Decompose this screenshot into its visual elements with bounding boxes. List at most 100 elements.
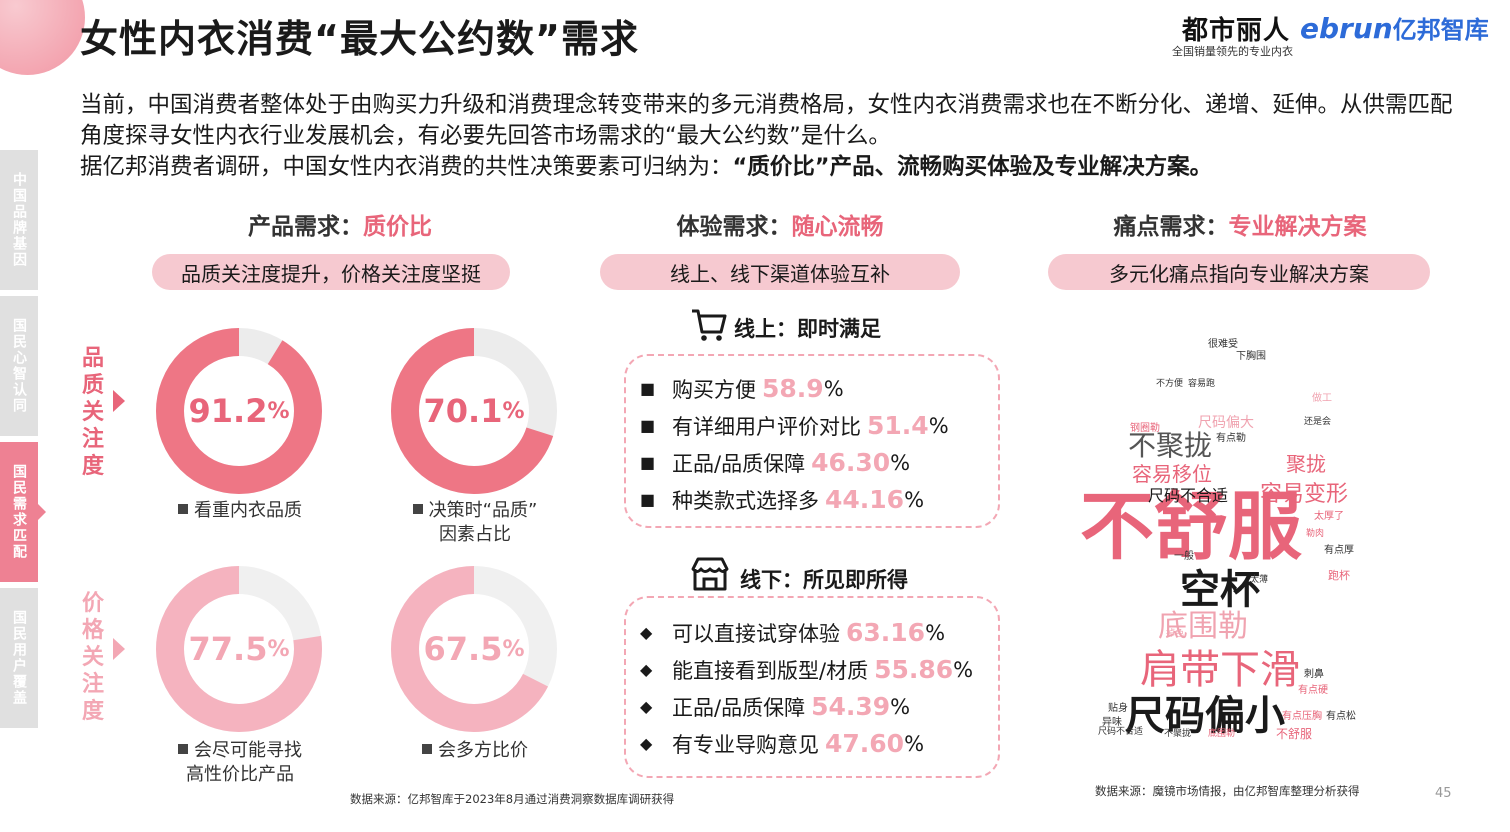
legend-square-icon xyxy=(178,744,188,754)
brand-ebrun-en: ebrun xyxy=(1300,12,1393,45)
word-cloud-term: 底围勒 xyxy=(1208,729,1236,739)
offline-stat-item: ◆ 正品/品质保障 54.39% xyxy=(640,688,973,725)
source-note-left: 数据来源：亿邦智库于2023年8月通过消费洞察数据库调研获得 xyxy=(350,792,675,806)
square-bullet-icon: ■ xyxy=(640,379,656,398)
donut-value-arc xyxy=(391,566,557,732)
word-cloud-term: 不聚拢 xyxy=(1164,729,1192,739)
offline-stats-list: ◆ 可以直接试穿体验 63.16% ◆ 能直接看到版型/材质 55.86% ◆ 正品/… xyxy=(640,614,973,762)
word-cloud-term: 有点硬 xyxy=(1298,685,1328,696)
offline-heading: 线下：所见即所得 xyxy=(740,568,908,592)
square-bullet-icon: ■ xyxy=(640,453,656,472)
online-stats-box: ■ 购买方便 58.9% ■ 有详细用户评价对比 51.4% ■ 正品/品质保障 46… xyxy=(624,354,1000,528)
stat-value: 47.60 xyxy=(825,729,905,758)
word-cloud-term: 有点厚 xyxy=(1324,545,1354,556)
diamond-bullet-icon: ◆ xyxy=(640,734,653,753)
side-tab-mind-identity[interactable]: 国民心智认同 xyxy=(0,296,38,436)
stat-unit: % xyxy=(953,657,974,682)
intro-line-2-prefix: 据亿邦消费者调研，中国女性内衣消费的共性决策要素可归纳为： xyxy=(80,154,733,180)
donut-quality-decision: 70.1% xyxy=(391,328,557,494)
word-cloud-term: 尺码偏大 xyxy=(1198,415,1254,431)
word-cloud-term: 有点压胸 xyxy=(1282,711,1322,722)
stat-unit: % xyxy=(890,450,911,475)
word-cloud-term: 贴身 xyxy=(1108,703,1128,714)
word-cloud-term: 底围勒 xyxy=(1158,609,1248,644)
online-stat-item: ■ 种类款式选择多 44.16% xyxy=(640,481,949,518)
pain-demand-heading: 痛点需求：专业解决方案 xyxy=(1060,207,1420,241)
price-arrow-icon xyxy=(113,638,125,660)
legend-line-2: 高性价比产品 xyxy=(186,764,294,785)
stat-value: 54.39 xyxy=(811,692,891,721)
price-attention-label: 价格关注度 xyxy=(81,591,104,724)
legend-line: 会多方比价 xyxy=(385,739,565,763)
stat-label: 正品/品质保障 xyxy=(672,695,806,720)
word-cloud-term: 容易变形 xyxy=(1260,482,1349,507)
word-cloud-term: 很难受 xyxy=(1208,339,1238,350)
donut-quality-focus-unit: % xyxy=(267,398,290,424)
donut-quality-focus-number: 91.2 xyxy=(188,392,268,430)
diamond-bullet-icon: ◆ xyxy=(640,660,653,679)
word-cloud-term: 下胸围 xyxy=(1236,351,1266,362)
donut-price-compare-svg xyxy=(391,566,557,732)
stat-unit: % xyxy=(890,694,911,719)
source-note-right: 数据来源：魔镜市场情报，由亿邦智库整理分析获得 xyxy=(1095,784,1360,798)
word-cloud-term: 异味 xyxy=(1102,717,1122,728)
word-cloud-term: 肩带下滑 xyxy=(1140,647,1300,693)
brand-tagline: 全国销量领先的专业内衣 xyxy=(1172,45,1293,58)
word-cloud-term: 掉色 xyxy=(1166,629,1185,639)
word-cloud-term: 一般 xyxy=(1174,551,1194,562)
word-cloud-term: 跑杯 xyxy=(1328,569,1350,582)
word-cloud-term: 做工 xyxy=(1312,393,1332,404)
intro-text: 当前，中国消费者整体处于由购买力升级和消费理念转变带来的多元消费格局，女性内衣消… xyxy=(80,90,1460,183)
side-tab-active-arrow xyxy=(38,504,46,520)
stat-value: 46.30 xyxy=(811,448,891,477)
word-cloud-term: 尺码不合适 xyxy=(1098,727,1144,737)
stat-label: 能直接看到版型/材质 xyxy=(672,658,869,683)
offline-stat-item: ◆ 有专业导购意见 47.60% xyxy=(640,725,973,762)
legend-square-icon xyxy=(412,504,423,514)
word-cloud-term: 尺码偏小 xyxy=(1125,693,1285,739)
donut-price-compare-number: 67.5 xyxy=(423,630,503,668)
legend-text: 决策时“品质” xyxy=(428,500,538,521)
online-stats-list: ■ 购买方便 58.9% ■ 有详细用户评价对比 51.4% ■ 正品/品质保障 46… xyxy=(640,370,949,518)
online-stat-item: ■ 购买方便 58.9% xyxy=(640,370,949,407)
page-number: 45 xyxy=(1435,786,1452,801)
store-icon xyxy=(690,555,730,593)
stat-label: 有详细用户评价对比 xyxy=(672,414,861,439)
diamond-bullet-icon: ◆ xyxy=(640,697,653,716)
stat-unit: % xyxy=(823,376,844,401)
stat-value: 58.9 xyxy=(762,374,824,403)
word-cloud-term: 不舒服 xyxy=(1080,484,1302,570)
store-icon-svg xyxy=(691,557,729,591)
side-tab-brand-gene[interactable]: 中国品牌基因 xyxy=(0,150,38,290)
stat-unit: % xyxy=(904,731,925,756)
donut-quality-decision-number: 70.1 xyxy=(423,392,503,430)
donut-value-arc xyxy=(156,328,322,494)
stat-label: 正品/品质保障 xyxy=(672,451,806,476)
offline-stat-item: ◆ 可以直接试穿体验 63.16% xyxy=(640,614,973,651)
donut-quality-decision-svg xyxy=(391,328,557,494)
stat-label: 可以直接试穿体验 xyxy=(672,621,840,646)
stat-value: 55.86 xyxy=(874,655,954,684)
word-cloud-term: 不舒服 xyxy=(1276,727,1313,741)
legend-line: 决策时“品质” xyxy=(380,499,570,523)
side-tab-demand-match[interactable]: 国民需求匹配 xyxy=(0,442,38,582)
experience-demand-pill: 线上、线下渠道体验互补 xyxy=(600,254,960,290)
word-cloud-term: 钢圈勒 xyxy=(1130,423,1160,434)
word-cloud-term: 刺鼻 xyxy=(1304,669,1324,680)
brand-logo-ebrun: ebrun亿邦智库 xyxy=(1300,10,1489,45)
quality-arrow-icon xyxy=(113,390,125,412)
square-bullet-icon: ■ xyxy=(640,490,656,509)
word-cloud-term: 容易移位 xyxy=(1132,462,1212,486)
online-heading: 线上：即时满足 xyxy=(734,317,881,341)
donut-quality-focus-legend: 看重内衣品质 xyxy=(150,499,330,523)
square-bullet-icon: ■ xyxy=(640,416,656,435)
online-stat-item: ■ 正品/品质保障 46.30% xyxy=(640,444,949,481)
word-cloud-term: 勒肉 xyxy=(1306,529,1325,539)
legend-square-icon xyxy=(422,744,432,754)
intro-line-2-emphasis: “质价比”产品、流畅购买体验及专业解决方案。 xyxy=(732,154,1213,180)
side-tab-user-coverage[interactable]: 国民用户覆盖 xyxy=(0,588,38,728)
stat-unit: % xyxy=(928,413,949,438)
pain-point-word-cloud: 不舒服 肩带下滑 尺码偏小 空杯 底围勒 不聚拢 容易移位 容易变形 尺码不合适… xyxy=(1070,330,1390,760)
cart-icon xyxy=(690,306,728,344)
word-cloud-term: 太薄 xyxy=(1250,575,1269,585)
